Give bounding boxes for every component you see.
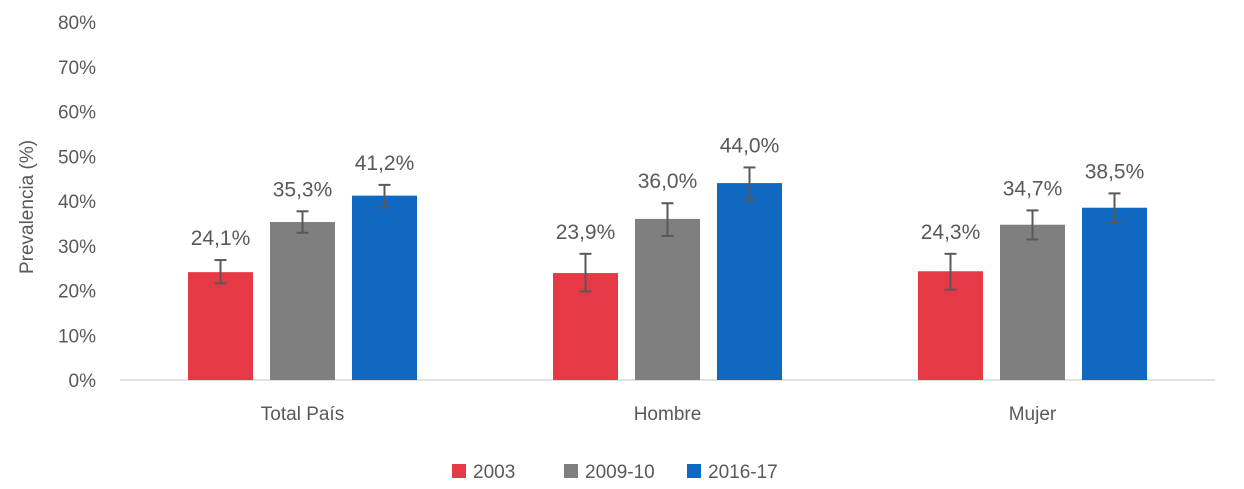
data-label: 23,9% xyxy=(556,221,616,244)
data-label: 36,0% xyxy=(638,170,698,193)
bars: 24,1% 35,3% 41,2% 23,9% 36,0% 44,0% 24,3% 34,7%… xyxy=(188,134,1147,380)
bar xyxy=(1000,224,1065,380)
x-tick-label: Mujer xyxy=(1009,404,1057,425)
legend-label: 2016-17 xyxy=(708,462,778,483)
y-tick-label: 30% xyxy=(58,237,96,258)
x-tick-label: Hombre xyxy=(634,404,702,425)
y-axis-label: Prevalencia (%) xyxy=(17,140,38,274)
y-tick-label: 0% xyxy=(69,371,97,392)
data-label: 38,5% xyxy=(1085,160,1145,183)
data-label: 24,3% xyxy=(921,221,981,244)
y-tick-label: 80% xyxy=(58,13,96,34)
legend: 2003 2009-10 2016-17 xyxy=(452,462,778,483)
legend-label: 2009-10 xyxy=(585,462,655,483)
y-tick-label: 50% xyxy=(58,147,96,168)
x-tick-label: Total País xyxy=(261,404,344,425)
bar xyxy=(635,218,700,380)
y-tick-label: 40% xyxy=(58,192,96,213)
legend-label: 2003 xyxy=(473,462,515,483)
bar xyxy=(717,183,782,380)
y-tick-label: 70% xyxy=(58,58,96,79)
legend-swatch xyxy=(452,464,466,478)
bar xyxy=(270,222,335,380)
y-tick-label: 20% xyxy=(58,282,96,303)
x-axis-labels: Total País Hombre Mujer xyxy=(261,404,1057,425)
data-label: 35,3% xyxy=(273,178,333,201)
y-axis-ticks: 0% 10% 20% 30% 40% 50% 60% 70% 80% xyxy=(58,13,96,392)
data-label: 24,1% xyxy=(191,227,251,250)
bar xyxy=(188,272,253,380)
bar xyxy=(352,195,417,380)
data-label: 44,0% xyxy=(720,134,780,157)
legend-swatch xyxy=(687,464,701,478)
data-label: 34,7% xyxy=(1003,177,1063,200)
legend-swatch xyxy=(564,464,578,478)
y-tick-label: 10% xyxy=(58,326,96,347)
data-label: 41,2% xyxy=(355,152,415,175)
y-tick-label: 60% xyxy=(58,103,96,124)
bar xyxy=(1082,207,1147,380)
